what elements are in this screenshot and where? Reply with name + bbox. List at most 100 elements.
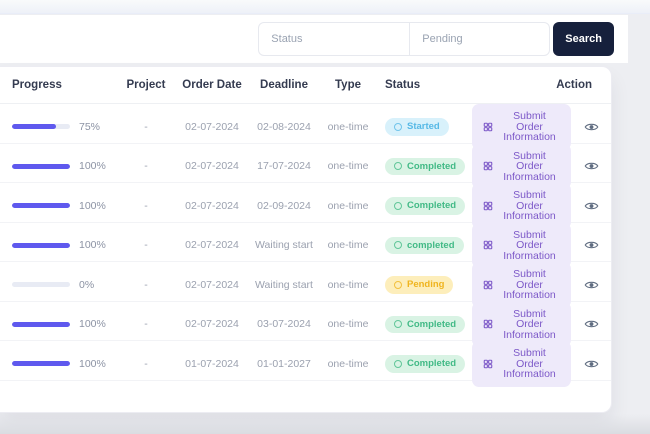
submit-order-button-label: Submit Order Information [503,228,556,262]
submit-order-button[interactable]: Submit Order Information [472,183,571,229]
status-cell: Completed [376,355,472,373]
status-badge: completed [385,236,464,254]
submit-order-button[interactable]: Submit Order Information [472,143,571,189]
status-label: Completed [407,200,457,211]
project-cell: - [144,278,148,291]
order-date-cell: 02-07-2024 [185,160,239,173]
progress-cell: 0% [12,279,116,291]
status-filter-input[interactable] [259,23,410,55]
view-button[interactable] [584,121,599,133]
type-cell: one-time [327,160,369,173]
submit-order-button[interactable]: Submit Order Information [472,222,571,268]
action-cell: Submit Order Information [472,341,601,387]
eye-icon [584,281,599,289]
progress-percent: 100% [79,160,106,173]
grid-icon [483,201,493,211]
column-header-order-date: Order Date [182,79,242,91]
order-date-cell: 02-07-2024 [185,199,239,212]
status-label: Completed [407,318,457,330]
action-cell: Submit Order Information [472,222,601,268]
submit-order-button[interactable]: Submit Order Information [472,341,571,387]
status-badge: Started [385,118,449,136]
submit-order-button-label: Submit Order Information [503,307,556,341]
column-header-deadline: Deadline [260,79,308,91]
view-button[interactable] [584,318,599,330]
status-badge: Completed [385,157,466,175]
grid-icon [483,280,493,290]
bottom-shade [0,414,650,434]
eye-icon [584,202,599,210]
column-header-type: Type [335,79,361,91]
order-date-cell: 02-07-2024 [185,318,239,331]
progress-cell: 100% [12,200,116,212]
submit-order-button-label: Submit Order Information [503,110,556,143]
project-cell: - [144,239,148,252]
status-ring-icon [394,122,402,131]
progress-percent: 100% [79,239,106,252]
column-header-status: Status [385,79,421,91]
type-cell: one-time [327,278,369,291]
view-button[interactable] [584,279,599,291]
progress-cell: 100% [12,239,116,251]
view-button[interactable] [584,239,599,251]
action-cell: Submit Order Information [472,143,601,189]
table-row: 100% - 02-07-2024 17-07-2024 one-time Co… [0,143,611,189]
grid-icon [483,122,493,132]
status-cell: Completed [376,315,472,333]
progress-percent: 75% [79,120,101,133]
status-cell: completed [376,236,472,254]
progress-bar [12,282,70,288]
order-date-cell: 02-07-2024 [185,278,239,291]
progress-bar [12,203,70,209]
status-ring-icon [394,201,402,210]
status-label: Pending [407,279,445,290]
column-header-action: Action [556,79,592,91]
progress-bar [12,163,70,169]
order-date-cell: 02-07-2024 [185,120,239,133]
eye-icon [584,162,599,170]
status-ring-icon [394,320,402,329]
action-cell: Submit Order Information [472,183,601,229]
submit-order-button-label: Submit Order Information [503,149,556,183]
type-cell: one-time [327,239,369,252]
progress-bar-fill [12,361,70,367]
view-button[interactable] [584,358,599,370]
action-cell: Submit Order Information [472,262,601,308]
status-ring-icon [394,241,402,250]
progress-bar-fill [12,242,70,248]
grid-icon [483,161,493,171]
type-cell: one-time [327,318,369,331]
eye-icon [584,123,599,131]
progress-cell: 100% [12,160,116,172]
project-cell: - [144,199,148,212]
submit-order-button[interactable]: Submit Order Information [472,104,571,150]
deadline-cell: 03-07-2024 [257,318,311,331]
column-header-project: Project [126,79,166,91]
deadline-cell: 02-08-2024 [257,120,311,133]
progress-bar [12,242,70,248]
submit-order-button-label: Submit Order Information [503,189,556,222]
progress-bar-fill [12,203,70,209]
grid-icon [483,319,493,329]
table-row: 0% - 02-07-2024 Waiting start one-time P… [0,262,611,308]
status-label: Completed [407,358,457,369]
project-cell: - [144,318,148,331]
progress-bar [12,124,70,130]
project-cell: - [144,357,148,370]
submit-order-button[interactable]: Submit Order Information [472,262,571,308]
order-date-cell: 01-07-2024 [185,357,239,370]
progress-cell: 75% [12,121,116,133]
progress-bar-fill [12,163,70,169]
search-button[interactable]: Search [553,22,614,56]
keyword-filter-input[interactable] [409,23,550,55]
eye-icon [584,360,599,368]
view-button[interactable] [584,200,599,212]
table-row: 100% - 02-07-2024 Waiting start one-time… [0,222,611,268]
deadline-cell: 01-01-2027 [257,357,311,370]
submit-order-button[interactable]: Submit Order Information [472,301,571,347]
status-label: completed [407,239,455,251]
view-button[interactable] [584,160,599,172]
status-cell: Completed [376,157,472,175]
status-ring-icon [394,359,402,368]
eye-icon [584,241,599,249]
